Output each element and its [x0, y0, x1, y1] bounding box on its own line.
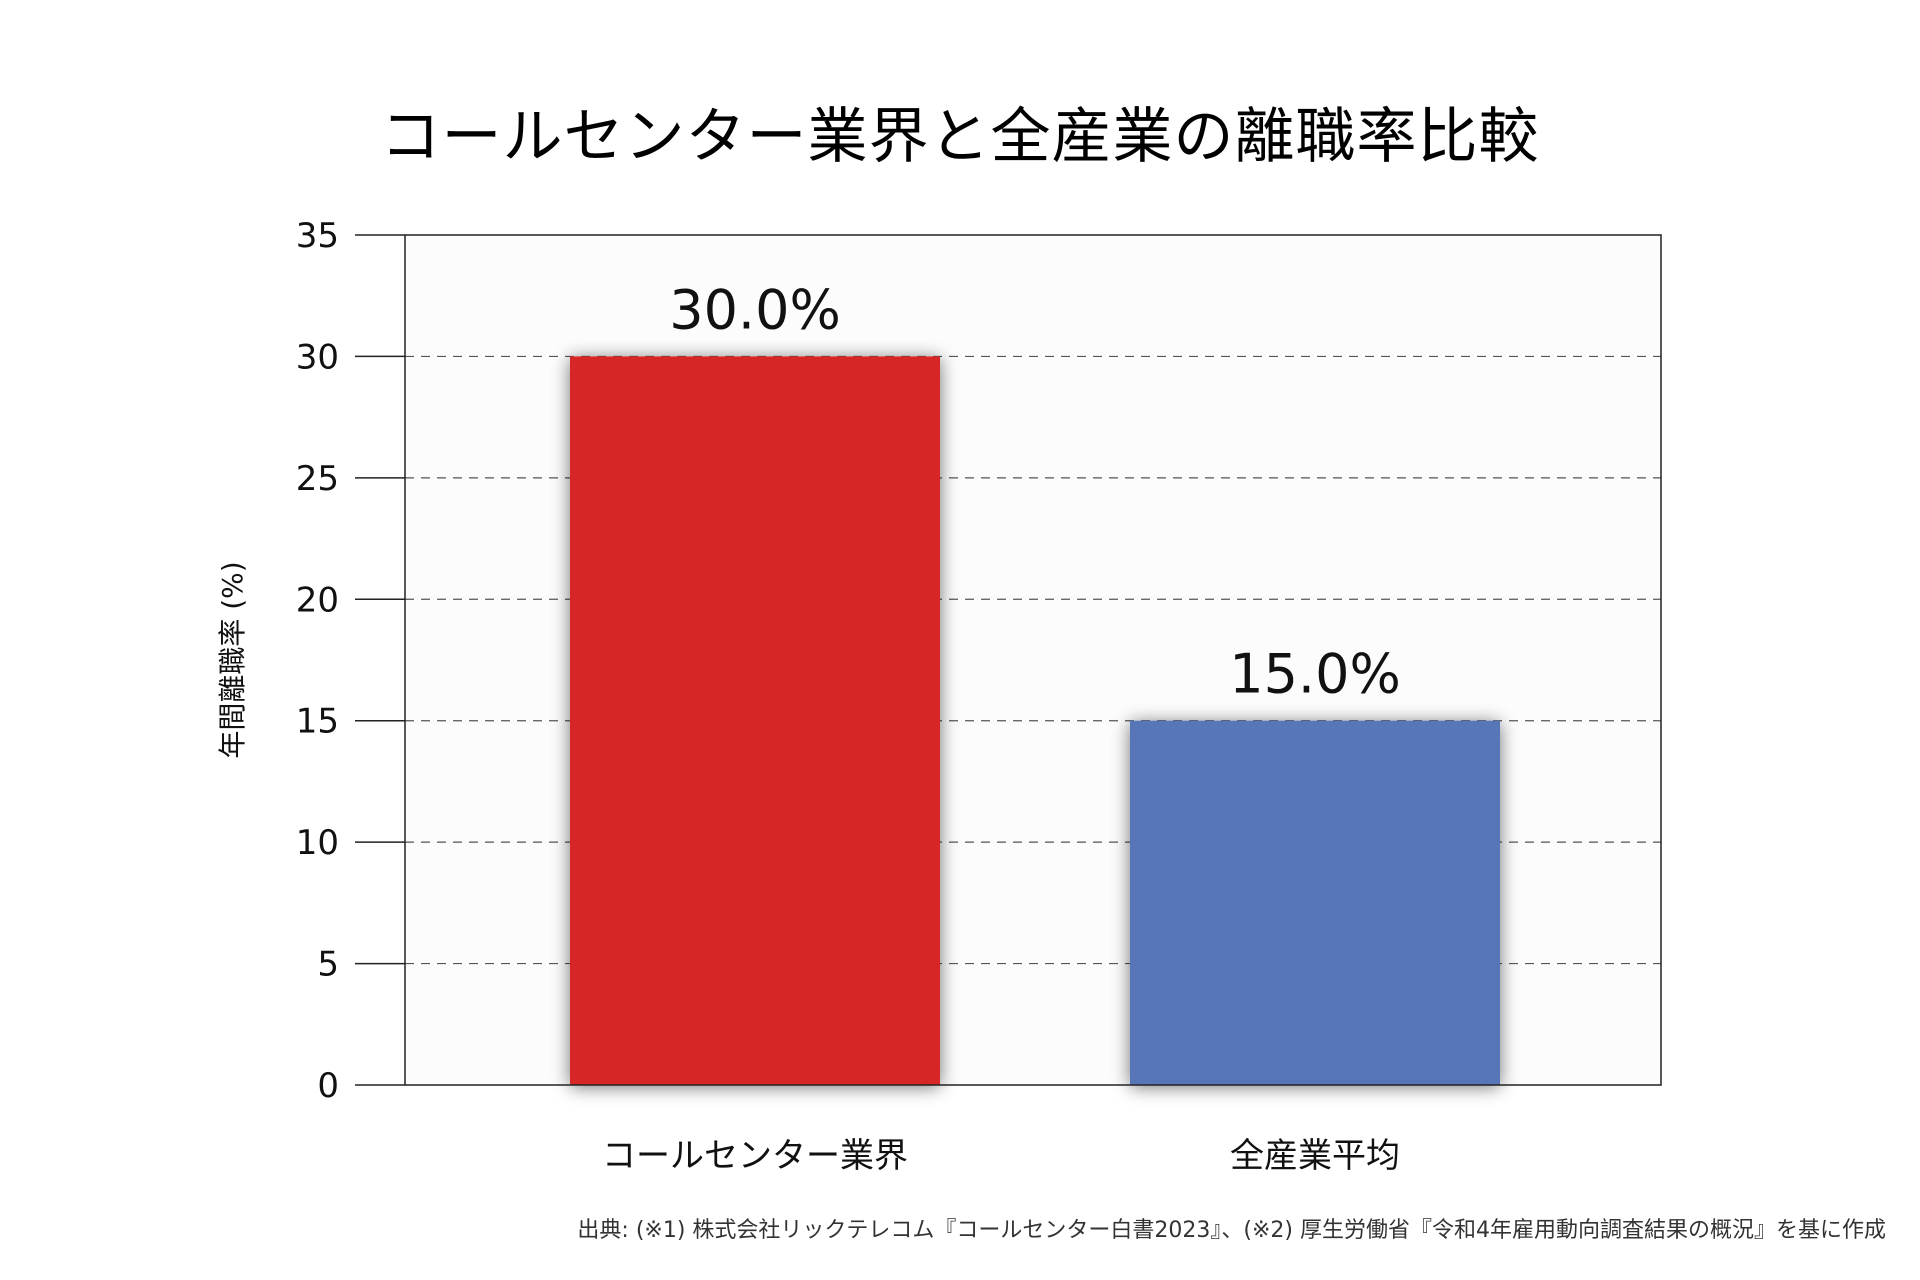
- x-category-label: 全産業平均: [1230, 1136, 1400, 1176]
- y-axis-ticks: 0 5 10 15 20 25 30 35: [296, 216, 405, 1106]
- bar-value-label: 15.0%: [1229, 643, 1401, 706]
- bars: [570, 356, 1500, 1085]
- chart-title: コールセンター業界と全産業の離職率比較: [380, 102, 1540, 172]
- y-tick-label: 15: [296, 702, 339, 742]
- y-tick-label: 25: [296, 459, 339, 499]
- y-axis-label: 年間離職率 (%): [216, 561, 249, 758]
- plot-frame: [404, 234, 1662, 1086]
- y-tick-label: 10: [296, 823, 339, 863]
- y-tick-label: 5: [317, 945, 339, 985]
- x-category-label: コールセンター業界: [602, 1136, 908, 1176]
- bar-value-label: 30.0%: [669, 278, 841, 341]
- y-tick-label: 20: [296, 580, 339, 620]
- bar: [1130, 720, 1500, 1085]
- source-footnote: 出典: (※1) 株式会社リックテレコム『コールセンター白書2023』、(※2)…: [577, 1218, 1886, 1243]
- bar: [570, 356, 940, 1085]
- y-tick-label: 30: [296, 337, 339, 377]
- y-tick-label: 0: [317, 1066, 339, 1106]
- y-tick-label: 35: [296, 216, 339, 256]
- labels: 30.0% コールセンター業界 15.0% 全産業平均: [602, 278, 1401, 1176]
